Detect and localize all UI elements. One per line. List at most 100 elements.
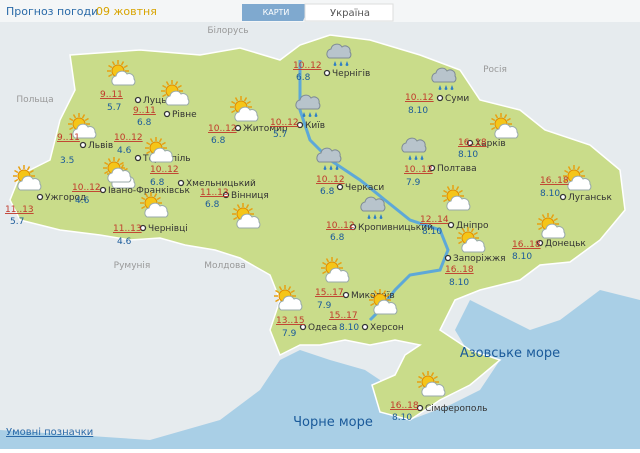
city-dot <box>36 193 44 201</box>
cloud <box>461 237 486 253</box>
cloud <box>401 137 427 153</box>
city-name: Полтава <box>437 164 477 174</box>
night-temp: 6.8 <box>205 200 220 210</box>
tab-label[interactable]: КАРТИ <box>263 8 290 17</box>
night-temp: 6.8 <box>330 233 345 243</box>
city-dot <box>296 121 304 129</box>
city-name: Дніпро <box>456 221 489 231</box>
sun-ray <box>236 204 241 209</box>
tab-label[interactable]: Україна <box>330 8 370 19</box>
river <box>298 60 450 322</box>
day-temp: 10..12 <box>270 118 299 128</box>
sun-ray <box>162 93 167 98</box>
sun-ray <box>473 231 478 236</box>
day-temp: 9..11 <box>100 90 123 100</box>
cloud <box>72 123 97 139</box>
sun-ray <box>491 117 496 122</box>
night-temp: 6.8 <box>211 136 226 146</box>
rain-drop <box>339 61 343 67</box>
city-dot <box>139 224 147 232</box>
sun-ray <box>233 207 238 212</box>
sun-ray <box>245 204 250 209</box>
city-dot <box>466 139 474 147</box>
city-name: Львів <box>88 141 113 151</box>
region-label: Росія <box>483 65 507 75</box>
header-title: Прогноз погоди <box>6 5 98 18</box>
sun-ray <box>576 166 581 171</box>
sun-ray <box>538 226 543 231</box>
sun-ray <box>373 290 378 295</box>
night-temp: 7.9 <box>282 329 297 339</box>
day-temp: 15..17 <box>315 288 344 298</box>
night-temp: 4.6 <box>75 196 90 206</box>
rain-drop <box>323 165 327 171</box>
tab-maps[interactable] <box>242 4 310 21</box>
city-name: Одеса <box>308 323 337 333</box>
city-dot <box>361 323 369 331</box>
city-marker: Львів 9..11 3.5 <box>57 113 113 166</box>
city-name: Вінниця <box>231 191 269 201</box>
sun-ray <box>231 109 236 114</box>
date-select[interactable]: 09 жовтня <box>96 5 157 18</box>
city-marker: Дніпро 12..14 8.10 <box>420 185 489 237</box>
cloud <box>278 295 303 311</box>
sun-ray <box>144 193 149 198</box>
rain-drop <box>379 214 383 220</box>
day-temp: 16..18 <box>540 176 569 186</box>
sun-ray <box>275 298 280 303</box>
rain-drop <box>444 85 448 91</box>
night-temp: 4.6 <box>117 146 132 156</box>
sun-ray <box>116 158 121 163</box>
rain-drop <box>408 155 412 161</box>
sun-ray <box>233 216 238 221</box>
city-dot <box>99 186 107 194</box>
sun-ray <box>337 261 342 266</box>
day-temp: 10..12 <box>293 61 322 71</box>
sun-ray <box>81 114 86 119</box>
sun-ray <box>161 141 166 146</box>
sun-ray <box>14 178 19 183</box>
sun-ray <box>418 375 423 380</box>
sun-ray <box>458 231 463 236</box>
rain-drop <box>450 85 454 91</box>
sun-ray <box>553 217 558 222</box>
sun-ray <box>72 114 77 119</box>
sun-ray <box>433 375 438 380</box>
day-temp: 10..12 <box>150 165 179 175</box>
night-temp: 8.10 <box>392 413 412 423</box>
sun-ray <box>278 286 283 291</box>
city-dot <box>234 124 242 132</box>
night-temp: 8.10 <box>422 227 442 237</box>
city-name: Чернігів <box>332 69 370 79</box>
city-name: Хмельницький <box>186 179 256 189</box>
city-name: Івано-Франківськ <box>108 186 190 196</box>
city-marker: Полтава 10..12 7.9 <box>401 137 477 188</box>
sun-ray <box>370 302 375 307</box>
sun-ray <box>174 81 179 86</box>
day-temp: 10..12 <box>114 133 143 143</box>
sun-ray <box>146 141 151 146</box>
cloud <box>541 223 566 239</box>
rain-drop <box>333 61 337 67</box>
cloud <box>295 94 321 110</box>
sun-ray <box>123 64 128 69</box>
city-dot <box>349 223 357 231</box>
legend-link[interactable]: Умовні позначки <box>6 426 93 438</box>
city-dot <box>428 164 436 172</box>
rain-drop <box>438 85 442 91</box>
city-dot <box>79 141 87 149</box>
city-dot <box>447 221 455 229</box>
sun-ray <box>455 186 460 191</box>
city-marker: Ужгород 11..13 5.7 <box>5 165 86 227</box>
night-temp: 5.7 <box>107 103 121 113</box>
sun-ray <box>538 217 543 222</box>
city-dot <box>336 183 344 191</box>
day-temp: 16..18 <box>512 240 541 250</box>
city-name: Суми <box>445 94 469 104</box>
sun-ray <box>287 286 292 291</box>
tab-country[interactable] <box>304 3 394 22</box>
sun-ray <box>443 189 448 194</box>
